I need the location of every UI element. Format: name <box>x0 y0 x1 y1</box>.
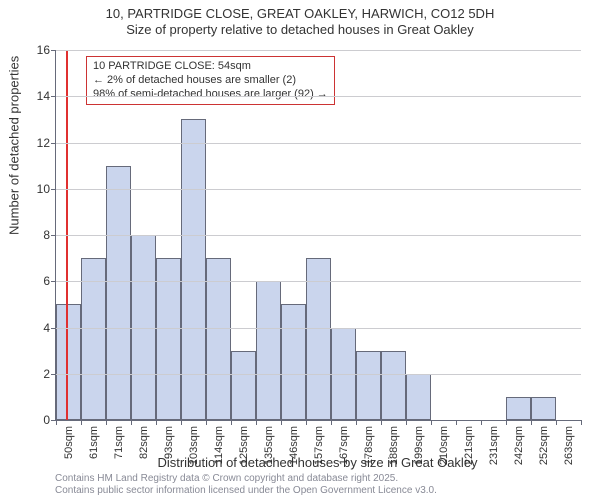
gridline <box>56 50 581 51</box>
chart-title: 10, PARTRIDGE CLOSE, GREAT OAKLEY, HARWI… <box>0 0 600 39</box>
y-tick-label: 0 <box>43 413 50 427</box>
y-tick-mark <box>51 328 56 329</box>
y-tick-label: 2 <box>43 367 50 381</box>
annotation-line-3: 98% of semi-detached houses are larger (… <box>93 88 328 102</box>
gridline <box>56 328 581 329</box>
gridline <box>56 235 581 236</box>
y-tick-mark <box>51 143 56 144</box>
annotation-line-2: ← 2% of detached houses are smaller (2) <box>93 74 328 88</box>
plot-area: 10 PARTRIDGE CLOSE: 54sqm ← 2% of detach… <box>55 50 581 421</box>
y-axis-title: Number of detached properties <box>7 56 22 235</box>
x-tick-mark <box>206 420 207 425</box>
x-tick-mark <box>456 420 457 425</box>
gridline <box>56 189 581 190</box>
y-tick-label: 4 <box>43 321 50 335</box>
y-tick-label: 6 <box>43 274 50 288</box>
x-tick-mark <box>556 420 557 425</box>
bar <box>156 258 181 420</box>
x-tick-mark <box>531 420 532 425</box>
bar <box>506 397 531 420</box>
annotation-box: 10 PARTRIDGE CLOSE: 54sqm ← 2% of detach… <box>86 56 335 105</box>
bar <box>56 304 81 420</box>
bar <box>181 119 206 420</box>
bar <box>406 374 431 420</box>
footer: Contains HM Land Registry data © Crown c… <box>55 473 437 497</box>
x-tick-mark <box>106 420 107 425</box>
bar <box>231 351 256 420</box>
bar <box>531 397 556 420</box>
footer-line-1: Contains HM Land Registry data © Crown c… <box>55 473 437 485</box>
y-tick-mark <box>51 235 56 236</box>
y-tick-label: 12 <box>37 136 50 150</box>
x-tick-mark <box>81 420 82 425</box>
bar <box>106 166 131 420</box>
bar <box>381 351 406 420</box>
chart-container: 10, PARTRIDGE CLOSE, GREAT OAKLEY, HARWI… <box>0 0 600 500</box>
y-tick-mark <box>51 189 56 190</box>
y-tick-mark <box>51 50 56 51</box>
gridline <box>56 143 581 144</box>
bar <box>306 258 331 420</box>
y-tick-label: 16 <box>37 43 50 57</box>
bar <box>81 258 106 420</box>
y-tick-label: 8 <box>43 228 50 242</box>
x-tick-mark <box>56 420 57 425</box>
x-tick-mark <box>281 420 282 425</box>
bar <box>281 304 306 420</box>
y-tick-mark <box>51 281 56 282</box>
x-tick-mark <box>156 420 157 425</box>
title-line-1: 10, PARTRIDGE CLOSE, GREAT OAKLEY, HARWI… <box>0 6 600 22</box>
y-tick-mark <box>51 374 56 375</box>
x-tick-mark <box>481 420 482 425</box>
x-tick-mark <box>306 420 307 425</box>
x-tick-mark <box>431 420 432 425</box>
y-tick-mark <box>51 96 56 97</box>
x-tick-mark <box>356 420 357 425</box>
gridline <box>56 281 581 282</box>
x-tick-mark <box>181 420 182 425</box>
x-axis-title: Distribution of detached houses by size … <box>55 455 580 470</box>
bar <box>206 258 231 420</box>
bar <box>256 281 281 420</box>
y-tick-label: 14 <box>37 89 50 103</box>
footer-line-2: Contains public sector information licen… <box>55 485 437 497</box>
gridline <box>56 374 581 375</box>
x-tick-mark <box>381 420 382 425</box>
x-tick-mark <box>331 420 332 425</box>
title-line-2: Size of property relative to detached ho… <box>0 22 600 38</box>
y-tick-label: 10 <box>37 182 50 196</box>
annotation-line-1: 10 PARTRIDGE CLOSE: 54sqm <box>93 60 328 74</box>
x-tick-mark <box>256 420 257 425</box>
x-tick-mark <box>581 420 582 425</box>
bar <box>356 351 381 420</box>
x-tick-mark <box>231 420 232 425</box>
x-tick-mark <box>131 420 132 425</box>
x-tick-mark <box>506 420 507 425</box>
gridline <box>56 96 581 97</box>
x-tick-mark <box>406 420 407 425</box>
